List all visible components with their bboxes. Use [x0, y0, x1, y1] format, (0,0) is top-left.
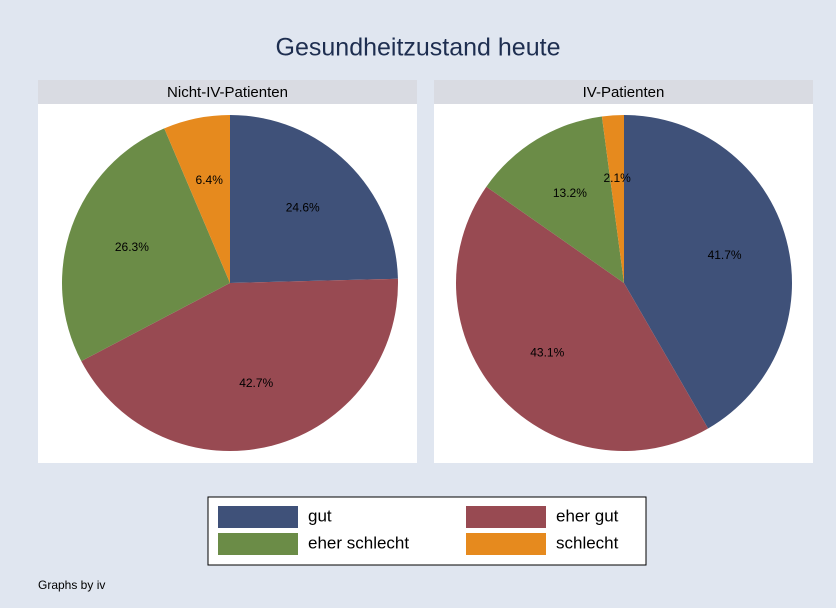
panel-header — [434, 80, 813, 104]
legend-swatch — [466, 506, 546, 528]
legend-label: eher schlecht — [308, 533, 409, 552]
data-label: 2.1% — [603, 171, 631, 185]
legend-swatch — [218, 533, 298, 555]
panel-title: Nicht-IV-Patienten — [167, 84, 288, 101]
data-label: 13.2% — [553, 186, 587, 200]
data-label: 26.3% — [115, 240, 149, 254]
pie-slice — [164, 115, 230, 283]
pie-slice — [601, 115, 624, 283]
data-label: 24.6% — [286, 201, 320, 215]
data-label: 43.1% — [530, 346, 564, 360]
panel-title: IV-Patienten — [583, 84, 665, 101]
note: Graphs by iv — [38, 578, 105, 592]
legend-swatch — [218, 506, 298, 528]
pie-slice — [230, 115, 398, 283]
legend-label: gut — [308, 506, 332, 525]
data-label: 6.4% — [196, 173, 224, 187]
pie-slice — [62, 128, 231, 362]
data-label: 41.7% — [708, 248, 742, 262]
legend-swatch — [466, 533, 546, 555]
pie-slice — [486, 116, 624, 284]
data-label: 42.7% — [239, 376, 273, 390]
legend-label: schlecht — [556, 533, 619, 552]
pie-slice — [81, 278, 399, 451]
pie-slice — [455, 186, 709, 452]
pie-slice — [624, 115, 793, 429]
panel-header — [38, 80, 417, 104]
chart-title: Gesundheitzustand heute — [276, 34, 561, 62]
legend-label: eher gut — [556, 506, 619, 525]
